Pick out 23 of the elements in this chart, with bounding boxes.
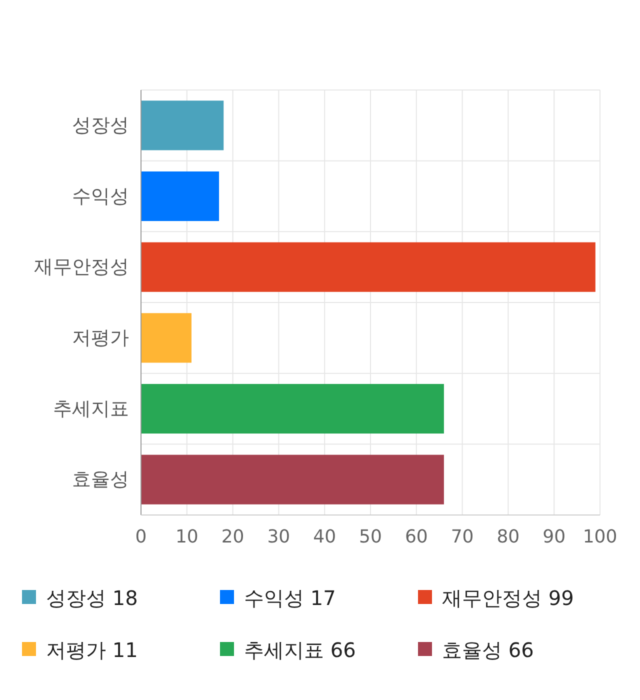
x-tick-label: 30 — [267, 526, 290, 548]
legend-label: 성장성 18 — [46, 586, 138, 610]
y-tick-label: 효율성 — [72, 468, 129, 491]
legend-label: 추세지표 66 — [244, 638, 356, 662]
x-tick-label: 60 — [404, 526, 428, 548]
y-tick-label: 수익성 — [72, 185, 129, 208]
legend-label: 수익성 17 — [244, 586, 336, 610]
x-tick-label: 40 — [313, 526, 336, 548]
x-tick-label: 80 — [496, 526, 520, 548]
legend-label: 저평가 11 — [46, 638, 138, 662]
x-tick-label: 0 — [135, 526, 147, 548]
y-tick-label: 재무안정성 — [34, 256, 129, 278]
x-tick-label: 70 — [450, 526, 474, 548]
x-tick-label: 100 — [582, 526, 618, 548]
y-tick-label: 추세지표 — [53, 398, 129, 420]
x-tick-label: 20 — [221, 526, 244, 548]
y-tick-label: 저평가 — [72, 326, 129, 349]
y-tick-label: 성장성 — [72, 114, 129, 136]
legend-label: 재무안정성 99 — [442, 586, 574, 610]
x-tick-label: 10 — [175, 526, 198, 548]
legend-label: 효율성 66 — [442, 638, 534, 662]
x-tick-label: 50 — [359, 526, 382, 548]
x-tick-label: 90 — [542, 526, 566, 548]
